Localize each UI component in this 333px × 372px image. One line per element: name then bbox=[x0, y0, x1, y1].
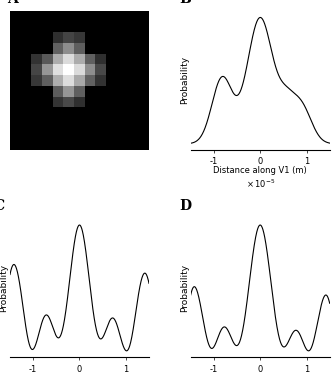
Y-axis label: Probability: Probability bbox=[180, 264, 189, 312]
Text: B: B bbox=[179, 0, 191, 6]
X-axis label: Distance along V1 (m)
$\times\,10^{-5}$: Distance along V1 (m) $\times\,10^{-5}$ bbox=[213, 166, 307, 190]
Text: D: D bbox=[179, 199, 192, 213]
Text: A: A bbox=[8, 0, 18, 6]
Y-axis label: Probability: Probability bbox=[180, 56, 189, 105]
Y-axis label: Probability: Probability bbox=[0, 264, 9, 312]
Text: C: C bbox=[0, 199, 4, 213]
